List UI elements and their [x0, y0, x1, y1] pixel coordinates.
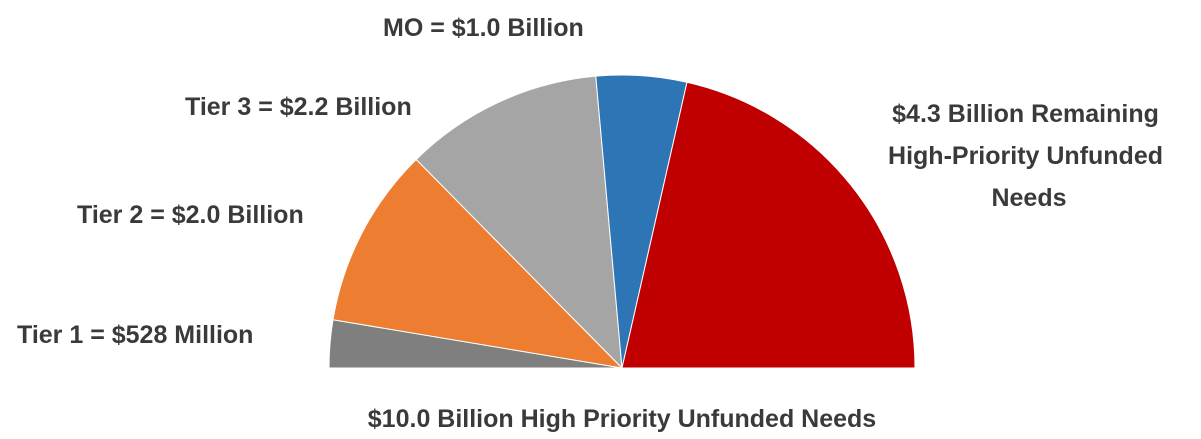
- pie-slice-1: [332, 158, 624, 369]
- slice-label-remaining-line-1: $4.3 Billion Remaining: [892, 100, 1159, 128]
- slice-label-tier-1: Tier 1 = $528 Million: [17, 321, 253, 349]
- pie-slice-2: [415, 75, 623, 370]
- slice-label-remaining: $4.3 Billion Remaining High-Priority Unf…: [888, 100, 1170, 212]
- pie-slice-4: [621, 81, 916, 369]
- slice-label-remaining-line-2: High-Priority Unfunded: [888, 142, 1163, 170]
- slice-label-mo: MO = $1.0 Billion: [383, 14, 584, 42]
- pie-slices: [328, 74, 916, 370]
- slice-label-tier-3: Tier 3 = $2.2 Billion: [185, 93, 412, 121]
- chart-title: $10.0 Billion High Priority Unfunded Nee…: [368, 405, 876, 433]
- slice-label-tier-2: Tier 2 = $2.0 Billion: [77, 201, 304, 229]
- slice-label-remaining-line-3: Needs: [991, 184, 1066, 212]
